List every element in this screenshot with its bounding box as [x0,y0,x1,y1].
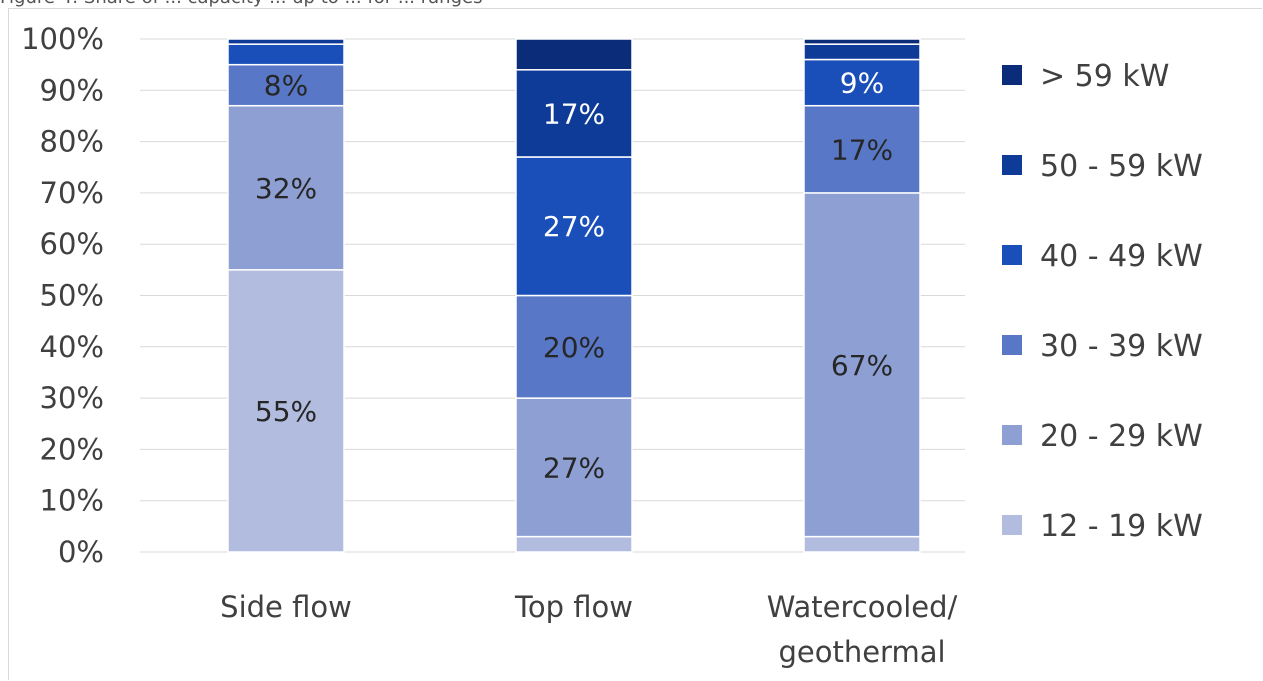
x-tick-label: geothermal [778,635,945,669]
data-label: 9% [840,67,884,100]
x-tick-label: Watercooled/ [767,590,958,624]
bar-segment [803,58,921,107]
legend-swatch [1002,335,1022,355]
y-tick-label: 90% [40,73,104,107]
legend-swatch [1002,515,1022,535]
data-label: 20% [543,331,605,364]
bar-segment [227,63,345,107]
bar-segment [515,397,633,538]
legend-swatch [1002,245,1022,265]
y-tick-label: 20% [40,432,104,466]
y-tick-label: 10% [40,484,104,518]
data-label: 27% [543,451,605,484]
data-label: 8% [264,69,308,102]
y-tick-label: 100% [21,22,104,56]
data-label: 27% [543,210,605,243]
y-tick-label: 50% [40,279,104,313]
y-tick-label: 0% [58,535,104,569]
bar-segment [803,104,921,194]
x-tick-label: Top flow [514,590,633,624]
bar-segment [515,156,633,297]
y-tick-label: 30% [40,381,104,415]
bar-segment [515,69,633,158]
bar-segment [515,294,633,399]
data-label: 32% [255,172,317,205]
legend-label: > 59 kW [1040,59,1169,94]
legend-swatch [1002,155,1022,175]
bar-segment [227,269,345,553]
bar-segment [803,535,921,553]
bar-segment [803,43,921,61]
figure-caption: Figure 4: Share of ... capacity ... up t… [0,0,1263,10]
y-tick-label: 70% [40,176,104,210]
data-label: 67% [831,349,893,382]
legend-swatch [1002,425,1022,445]
legend-label: 20 - 29 kW [1040,419,1203,454]
y-tick-label: 60% [40,227,104,261]
legend-label: 30 - 39 kW [1040,329,1203,364]
bar-segment [803,192,921,538]
bar-segment [227,104,345,271]
bar-segment [515,38,633,71]
legend-label: 40 - 49 kW [1040,239,1203,274]
bar-segment [227,38,345,45]
data-label: 17% [543,97,605,130]
x-tick-label: Side flow [220,590,352,624]
bar-segment [515,535,633,553]
bar-segment [803,38,921,45]
data-label: 17% [831,133,893,166]
y-tick-label: 80% [40,125,104,159]
legend-label: 12 - 19 kW [1040,509,1203,544]
legend-label: 50 - 59 kW [1040,149,1203,184]
data-label: 55% [255,395,317,428]
y-tick-label: 40% [40,330,104,364]
bar-segment [227,43,345,66]
legend-swatch [1002,65,1022,85]
